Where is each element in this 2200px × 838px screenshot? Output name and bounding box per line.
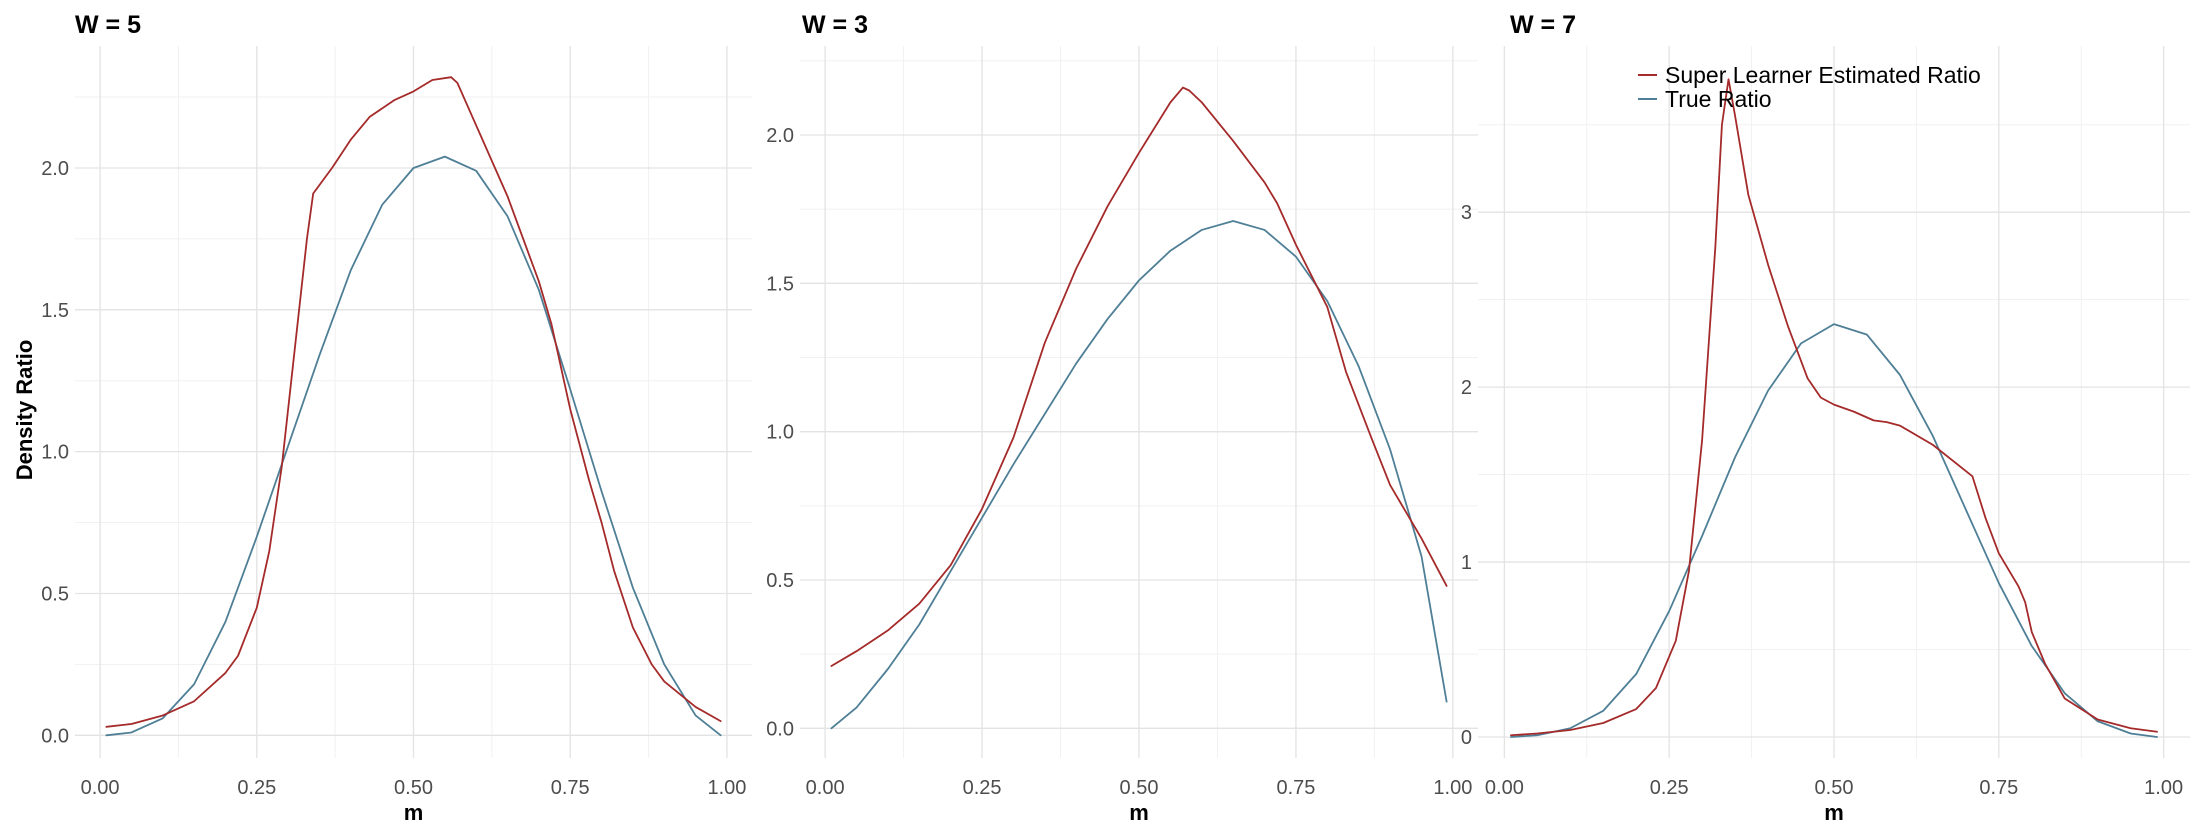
y-tick-label: 1.0 [766, 422, 794, 444]
x-tick-label: 1.00 [1433, 777, 1472, 799]
series-line-true-ratio [830, 220, 1448, 730]
x-tick-label: 0.50 [1815, 777, 1854, 799]
y-tick-label: 0.5 [766, 570, 794, 592]
y-tick-label: 1.0 [41, 442, 69, 464]
panel-3: 0.00 0.25 0.50 0.75 1.00 0 1 2 3 m W = 7 [1461, 11, 2190, 825]
y-tick-label: 2.0 [41, 158, 69, 180]
x-tick-label: 0.25 [237, 777, 276, 799]
x-axis-title: m [404, 800, 424, 825]
x-tick-label: 0.75 [551, 777, 590, 799]
y-tick-label: 3 [1461, 202, 1472, 224]
y-tick-label: 0.0 [766, 718, 794, 740]
x-tick-label: 0.25 [1650, 777, 1689, 799]
y-tick-label: 2.0 [766, 125, 794, 147]
x-tick-label: 0.25 [963, 777, 1002, 799]
panels: 0.00 0.25 0.50 0.75 1.000.00.51.01.52.0mW = … [41, 11, 2190, 825]
legend-item: True Ratio [1638, 86, 1772, 112]
x-tick-label: 0.50 [394, 777, 433, 799]
x-axis-title: m [1824, 800, 1844, 825]
y-tick-label: 1.5 [766, 273, 794, 295]
x-tick-label: 0.75 [1276, 777, 1315, 799]
series-line-estimated-ratio [830, 86, 1448, 667]
series-line-true-ratio [105, 155, 722, 737]
x-tick-label: 1.00 [2144, 777, 2183, 799]
y-axis-title: Density Ratio [12, 340, 37, 481]
y-tick-label: 2 [1461, 377, 1472, 399]
series-line-estimated-ratio [105, 76, 722, 728]
x-tick-label: 0.00 [81, 777, 120, 799]
x-axis-title: m [1129, 800, 1149, 825]
x-tick-label: 0.00 [1485, 777, 1524, 799]
x-tick-label: 0.75 [1979, 777, 2018, 799]
y-tick-label: 0.5 [41, 583, 69, 605]
x-tick-label: 0.50 [1120, 777, 1159, 799]
x-tick-label: 0.00 [806, 777, 845, 799]
y-tick-label: 1.5 [41, 300, 69, 322]
legend-label: Super Learner Estimated Ratio [1665, 62, 1981, 88]
y-tick-label: 0.0 [41, 725, 69, 747]
panel-title: W = 3 [802, 11, 868, 39]
panel-title: W = 5 [75, 11, 141, 39]
series-line-estimated-ratio [1510, 78, 2158, 737]
panel-title: W = 7 [1510, 11, 1576, 39]
y-tick-label: 0 [1461, 727, 1472, 749]
grid [75, 46, 752, 758]
panel-1: 0.00 0.25 0.50 0.75 1.00 0.0 0.5 1.0 1.5 2.0 m W = … [41, 11, 752, 825]
x-tick-label: 1.00 [707, 777, 746, 799]
legend-item: Super Learner Estimated Ratio [1638, 62, 1981, 88]
legend-label: True Ratio [1665, 86, 1772, 112]
panel-2: 0.00 0.25 0.50 0.75 1.00 0.0 0.5 1.0 1.5 2.0 m W = … [766, 11, 1478, 825]
y-tick-label: 1 [1461, 552, 1472, 574]
grid [1478, 46, 2190, 758]
grid [800, 46, 1478, 758]
